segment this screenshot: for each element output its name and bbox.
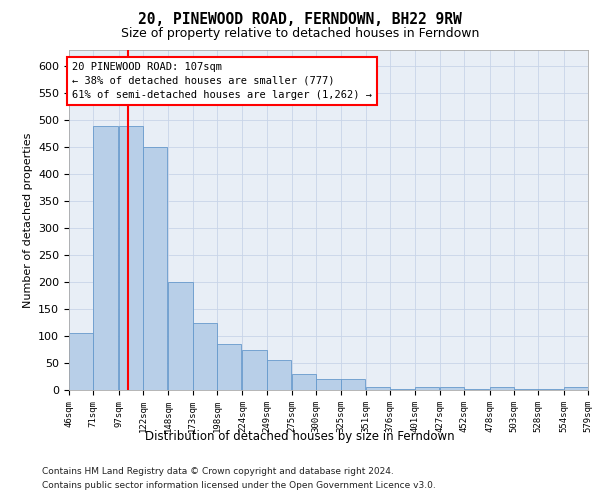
Bar — [266, 360, 291, 390]
Bar — [415, 388, 439, 390]
Bar — [341, 379, 365, 390]
Text: 20, PINEWOOD ROAD, FERNDOWN, BH22 9RW: 20, PINEWOOD ROAD, FERNDOWN, BH22 9RW — [138, 12, 462, 28]
Bar — [193, 322, 217, 390]
Bar — [440, 388, 464, 390]
Bar — [391, 389, 415, 390]
Bar — [69, 334, 94, 390]
Bar — [538, 389, 563, 390]
Bar — [563, 388, 588, 390]
Bar — [94, 126, 118, 390]
Bar — [490, 388, 514, 390]
Text: Contains public sector information licensed under the Open Government Licence v3: Contains public sector information licen… — [42, 481, 436, 490]
Bar — [119, 126, 143, 390]
Text: Contains HM Land Registry data © Crown copyright and database right 2024.: Contains HM Land Registry data © Crown c… — [42, 468, 394, 476]
Bar — [217, 344, 241, 390]
Bar — [514, 389, 538, 390]
Text: Distribution of detached houses by size in Ferndown: Distribution of detached houses by size … — [145, 430, 455, 443]
Bar — [366, 388, 391, 390]
Text: Size of property relative to detached houses in Ferndown: Size of property relative to detached ho… — [121, 28, 479, 40]
Bar — [292, 374, 316, 390]
Bar — [316, 379, 341, 390]
Text: 20 PINEWOOD ROAD: 107sqm
← 38% of detached houses are smaller (777)
61% of semi-: 20 PINEWOOD ROAD: 107sqm ← 38% of detach… — [72, 62, 372, 100]
Bar — [242, 350, 266, 390]
Bar — [169, 282, 193, 390]
Bar — [143, 147, 167, 390]
Bar — [464, 389, 488, 390]
Y-axis label: Number of detached properties: Number of detached properties — [23, 132, 32, 308]
